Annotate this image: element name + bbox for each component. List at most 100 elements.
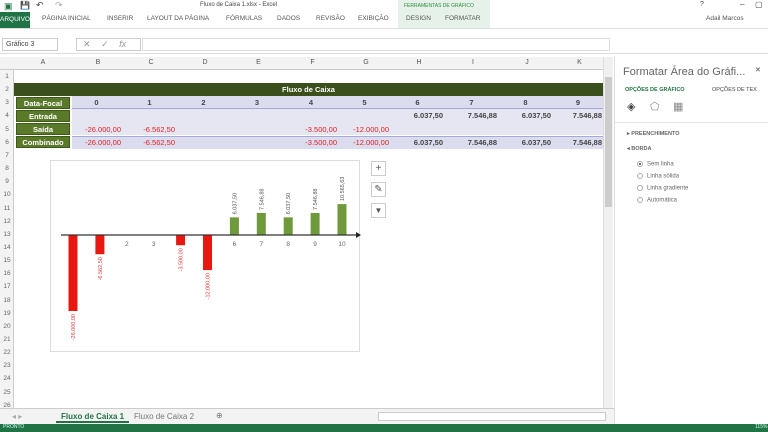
- name-box[interactable]: Gráfico 3: [2, 38, 58, 51]
- column-header[interactable]: I: [472, 59, 474, 66]
- tab-layout[interactable]: LAYOUT DA PÁGINA: [147, 15, 210, 22]
- redo-icon[interactable]: ↷: [55, 0, 63, 10]
- scroll-tabs-left-icon[interactable]: ◂ ▸: [12, 412, 23, 421]
- chart-bar[interactable]: [337, 204, 347, 235]
- chart-styles-button[interactable]: ✎: [371, 182, 386, 197]
- column-header[interactable]: G: [363, 59, 369, 66]
- row-header[interactable]: 18: [3, 296, 11, 304]
- row-header[interactable]: 9: [5, 178, 9, 186]
- fx-icon[interactable]: fx: [119, 39, 127, 49]
- saida-cell[interactable]: [446, 123, 500, 136]
- size-properties-icon[interactable]: ▦: [673, 101, 684, 113]
- entrada-cell[interactable]: [72, 109, 124, 122]
- sheet-tab-1[interactable]: Fluxo de Caixa 1: [56, 412, 130, 423]
- column-header[interactable]: J: [525, 59, 529, 66]
- cancel-icon[interactable]: ✕: [83, 39, 91, 49]
- column-header[interactable]: B: [95, 59, 101, 66]
- chart-filters-button[interactable]: ▼: [371, 203, 386, 218]
- zoom-level[interactable]: 115%: [755, 424, 768, 430]
- period-cell[interactable]: 8: [523, 98, 528, 108]
- column-header[interactable]: E: [256, 59, 261, 66]
- row-header[interactable]: 8: [5, 165, 9, 173]
- user-name[interactable]: Adail Marcos: [706, 15, 744, 22]
- chart-bar[interactable]: [176, 235, 186, 246]
- saida-cell[interactable]: -3.500,00: [305, 124, 337, 134]
- chart-elements-button[interactable]: +: [371, 161, 386, 176]
- period-cell[interactable]: 6: [415, 98, 420, 108]
- option-sem-linha[interactable]: Sem linha: [637, 161, 674, 168]
- row-header[interactable]: 16: [3, 270, 11, 278]
- tab-formatar[interactable]: FORMATAR: [445, 15, 481, 22]
- combinado-cell[interactable]: -6.562,50: [143, 137, 175, 147]
- column-header[interactable]: C: [148, 59, 154, 66]
- row-header[interactable]: 20: [3, 322, 11, 330]
- combinado-cell[interactable]: -26.000,00: [85, 137, 121, 147]
- tab-design[interactable]: DESIGN: [406, 15, 431, 22]
- period-cell[interactable]: 3: [254, 98, 260, 108]
- entrada-cell[interactable]: [285, 109, 340, 122]
- option-automatica[interactable]: Automática: [637, 197, 677, 204]
- saida-cell[interactable]: [392, 123, 446, 136]
- tab-arquivo[interactable]: ARQUIVO: [0, 12, 30, 28]
- chart-bar[interactable]: [68, 235, 78, 311]
- saida-cell[interactable]: -12.000,00: [353, 124, 389, 134]
- tab-formulas[interactable]: FÓRMULAS: [226, 15, 263, 22]
- entrada-cell[interactable]: [178, 109, 232, 122]
- option-linha-gradiente[interactable]: Linha gradiente: [637, 185, 688, 192]
- entrada-cell[interactable]: [340, 109, 392, 122]
- row-header[interactable]: 12: [3, 217, 11, 225]
- section-preenchimento[interactable]: ▸ PREENCHIMENTO: [627, 131, 680, 137]
- formula-input[interactable]: [142, 38, 610, 51]
- combinado-cell[interactable]: 6.037,50: [521, 137, 551, 147]
- row-header[interactable]: 26: [3, 401, 11, 409]
- row-header[interactable]: 23: [3, 362, 11, 370]
- column-header[interactable]: D: [202, 59, 208, 66]
- combinado-cell[interactable]: 6.037,50: [413, 137, 443, 147]
- entrada-cell[interactable]: 7.546,88: [572, 111, 602, 121]
- entrada-cell[interactable]: 6.037,50: [413, 111, 443, 121]
- combinado-cell[interactable]: 7.546,88: [467, 137, 497, 147]
- saida-cell[interactable]: -26.000,00: [85, 124, 121, 134]
- row-header[interactable]: 4: [5, 112, 9, 120]
- entrada-cell[interactable]: [232, 109, 285, 122]
- combinado-cell[interactable]: 7.546,88: [572, 137, 602, 147]
- period-cell[interactable]: 9: [575, 98, 581, 108]
- column-header[interactable]: A: [40, 59, 46, 66]
- chart-bar[interactable]: [283, 217, 293, 235]
- period-cell[interactable]: 0: [94, 98, 99, 108]
- combinado-cell[interactable]: -12.000,00: [353, 137, 389, 147]
- period-cell[interactable]: 1: [147, 98, 152, 108]
- chart-bar[interactable]: [310, 212, 320, 235]
- tab-text-options[interactable]: OPÇÕES DE TEX: [712, 87, 757, 93]
- period-cell[interactable]: 5: [362, 98, 367, 108]
- fill-line-icon[interactable]: ◈: [627, 101, 636, 113]
- row-label[interactable]: Entrada: [16, 109, 70, 122]
- period-cell[interactable]: 2: [201, 98, 206, 108]
- tab-dados[interactable]: DADOS: [277, 15, 301, 22]
- period-cell[interactable]: 7: [469, 98, 474, 108]
- column-header[interactable]: K: [577, 59, 582, 66]
- row-header[interactable]: 7: [5, 151, 9, 159]
- entrada-cell[interactable]: 7.546,88: [467, 111, 497, 121]
- chart-bar[interactable]: [229, 217, 239, 235]
- restore-icon[interactable]: ▢: [755, 0, 763, 9]
- help-icon[interactable]: ?: [700, 1, 704, 8]
- tab-chart-options[interactable]: OPÇÕES DE GRÁFICO: [625, 87, 685, 93]
- row-header[interactable]: 14: [3, 243, 11, 251]
- row-header[interactable]: 25: [3, 388, 11, 396]
- column-header[interactable]: F: [310, 59, 315, 66]
- vertical-scrollbar[interactable]: [603, 57, 613, 412]
- saida-cell[interactable]: [554, 123, 605, 136]
- row-label[interactable]: Saída: [16, 123, 70, 136]
- row-header[interactable]: 1: [5, 73, 9, 80]
- row-header[interactable]: 5: [5, 125, 9, 133]
- horizontal-scrollbar[interactable]: [378, 412, 606, 421]
- row-header[interactable]: 6: [5, 138, 9, 146]
- chart-bar[interactable]: [203, 235, 212, 271]
- period-cell[interactable]: 4: [308, 98, 314, 108]
- entrada-cell[interactable]: 6.037,50: [521, 111, 551, 121]
- row-header[interactable]: 2: [5, 86, 9, 94]
- row-label[interactable]: Combinado: [16, 136, 70, 149]
- tab-exibicao[interactable]: EXIBIÇÃO: [358, 15, 389, 22]
- tab-revisao[interactable]: REVISÃO: [316, 15, 345, 22]
